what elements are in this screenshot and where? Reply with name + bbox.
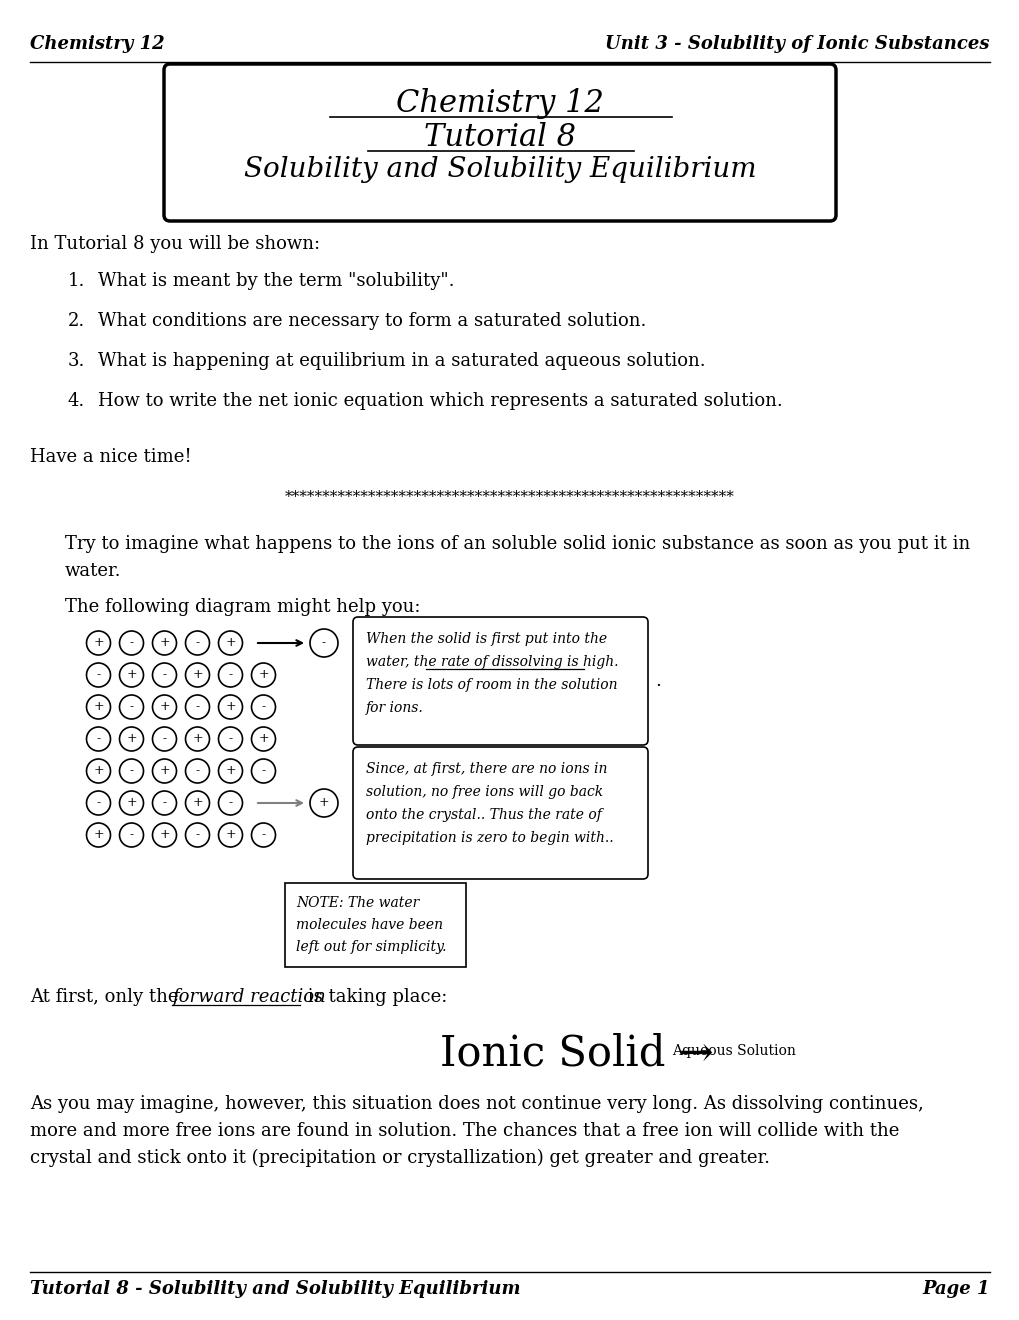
Text: -: -	[228, 733, 232, 746]
Text: When the solid is first put into the: When the solid is first put into the	[366, 632, 606, 645]
Text: +: +	[225, 829, 235, 842]
Text: +: +	[126, 733, 137, 746]
Text: 1.: 1.	[68, 272, 86, 290]
Text: -: -	[97, 796, 101, 809]
Text: At first, only the: At first, only the	[30, 987, 184, 1006]
Text: In Tutorial 8 you will be shown:: In Tutorial 8 you will be shown:	[30, 235, 320, 253]
Text: -: -	[261, 701, 265, 714]
Text: +: +	[225, 636, 235, 649]
Text: more and more free ions are found in solution. The chances that a free ion will : more and more free ions are found in sol…	[30, 1122, 899, 1140]
Text: 4.: 4.	[68, 392, 86, 411]
Text: -: -	[322, 636, 326, 649]
Text: Try to imagine what happens to the ions of an soluble solid ionic substance as s: Try to imagine what happens to the ions …	[65, 535, 969, 553]
Text: +: +	[159, 829, 169, 842]
Text: -: -	[97, 733, 101, 746]
Text: +: +	[126, 668, 137, 681]
Text: water.: water.	[65, 562, 121, 579]
Text: -: -	[97, 668, 101, 681]
Text: As you may imagine, however, this situation does not continue very long. As diss: As you may imagine, however, this situat…	[30, 1096, 923, 1113]
Text: -: -	[162, 733, 166, 746]
Text: -: -	[261, 829, 265, 842]
Text: +: +	[93, 764, 104, 777]
FancyBboxPatch shape	[353, 747, 647, 879]
Text: -: -	[196, 829, 200, 842]
Text: precipitation is zero to begin with..: precipitation is zero to begin with..	[366, 832, 613, 845]
Text: Tutorial 8: Tutorial 8	[424, 121, 576, 153]
Text: -: -	[129, 829, 133, 842]
Text: +: +	[93, 829, 104, 842]
Text: Have a nice time!: Have a nice time!	[30, 447, 192, 466]
Text: +: +	[225, 764, 235, 777]
FancyBboxPatch shape	[353, 616, 647, 744]
Text: Tutorial 8 - Solubility and Solubility Equilibrium: Tutorial 8 - Solubility and Solubility E…	[30, 1280, 520, 1298]
Text: The following diagram might help you:: The following diagram might help you:	[65, 598, 420, 616]
Text: +: +	[192, 796, 203, 809]
Text: +: +	[258, 668, 269, 681]
Text: -: -	[228, 668, 232, 681]
Text: +: +	[93, 636, 104, 649]
Text: Chemistry 12: Chemistry 12	[395, 88, 603, 119]
Text: onto the crystal.. Thus the rate of: onto the crystal.. Thus the rate of	[366, 808, 601, 822]
Text: 3.: 3.	[68, 352, 86, 370]
Text: There is lots of room in the solution: There is lots of room in the solution	[366, 678, 616, 692]
Text: -: -	[162, 668, 166, 681]
Text: Unit 3 - Solubility of Ionic Substances: Unit 3 - Solubility of Ionic Substances	[605, 36, 989, 53]
Text: How to write the net ionic equation which represents a saturated solution.: How to write the net ionic equation whic…	[98, 392, 782, 411]
Text: -: -	[196, 764, 200, 777]
Text: molecules have been: molecules have been	[296, 917, 442, 932]
FancyBboxPatch shape	[284, 883, 466, 968]
Text: crystal and stick onto it (precipitation or crystallization) get greater and gre: crystal and stick onto it (precipitation…	[30, 1148, 769, 1167]
Text: Page 1: Page 1	[921, 1280, 989, 1298]
Text: left out for simplicity.: left out for simplicity.	[296, 940, 446, 954]
Text: -: -	[261, 764, 265, 777]
Text: for ions.: for ions.	[366, 701, 423, 715]
Text: Ionic Solid →: Ionic Solid →	[439, 1032, 713, 1074]
Text: -: -	[129, 701, 133, 714]
Text: Since, at first, there are no ions in: Since, at first, there are no ions in	[366, 762, 606, 776]
Text: is taking place:: is taking place:	[302, 987, 447, 1006]
Text: -: -	[228, 796, 232, 809]
Text: +: +	[258, 733, 269, 746]
Text: -: -	[196, 701, 200, 714]
Text: -: -	[129, 636, 133, 649]
Text: +: +	[126, 796, 137, 809]
Text: solution, no free ions will go back: solution, no free ions will go back	[366, 785, 602, 799]
Text: water, the rate of dissolving is high.: water, the rate of dissolving is high.	[366, 655, 618, 669]
Text: +: +	[225, 701, 235, 714]
Text: What is happening at equilibrium in a saturated aqueous solution.: What is happening at equilibrium in a sa…	[98, 352, 705, 370]
Text: 2.: 2.	[68, 312, 86, 330]
Text: -: -	[129, 764, 133, 777]
Text: -: -	[162, 796, 166, 809]
Text: What is meant by the term "solubility".: What is meant by the term "solubility".	[98, 272, 454, 290]
Text: NOTE: The water: NOTE: The water	[296, 896, 419, 909]
Text: +: +	[159, 636, 169, 649]
Text: Solubility and Solubility Equilibrium: Solubility and Solubility Equilibrium	[244, 156, 755, 183]
Text: forward reaction: forward reaction	[172, 987, 325, 1006]
Text: +: +	[159, 701, 169, 714]
Text: +: +	[318, 796, 329, 809]
Text: ***********************************************************: ****************************************…	[284, 490, 735, 504]
Text: +: +	[192, 733, 203, 746]
Text: -: -	[196, 636, 200, 649]
Text: +: +	[93, 701, 104, 714]
Text: Chemistry 12: Chemistry 12	[30, 36, 164, 53]
FancyBboxPatch shape	[164, 63, 836, 220]
Text: +: +	[192, 668, 203, 681]
Text: What conditions are necessary to form a saturated solution.: What conditions are necessary to form a …	[98, 312, 646, 330]
Text: .: .	[654, 672, 660, 690]
Text: Aqueous Solution: Aqueous Solution	[672, 1044, 795, 1059]
Text: +: +	[159, 764, 169, 777]
